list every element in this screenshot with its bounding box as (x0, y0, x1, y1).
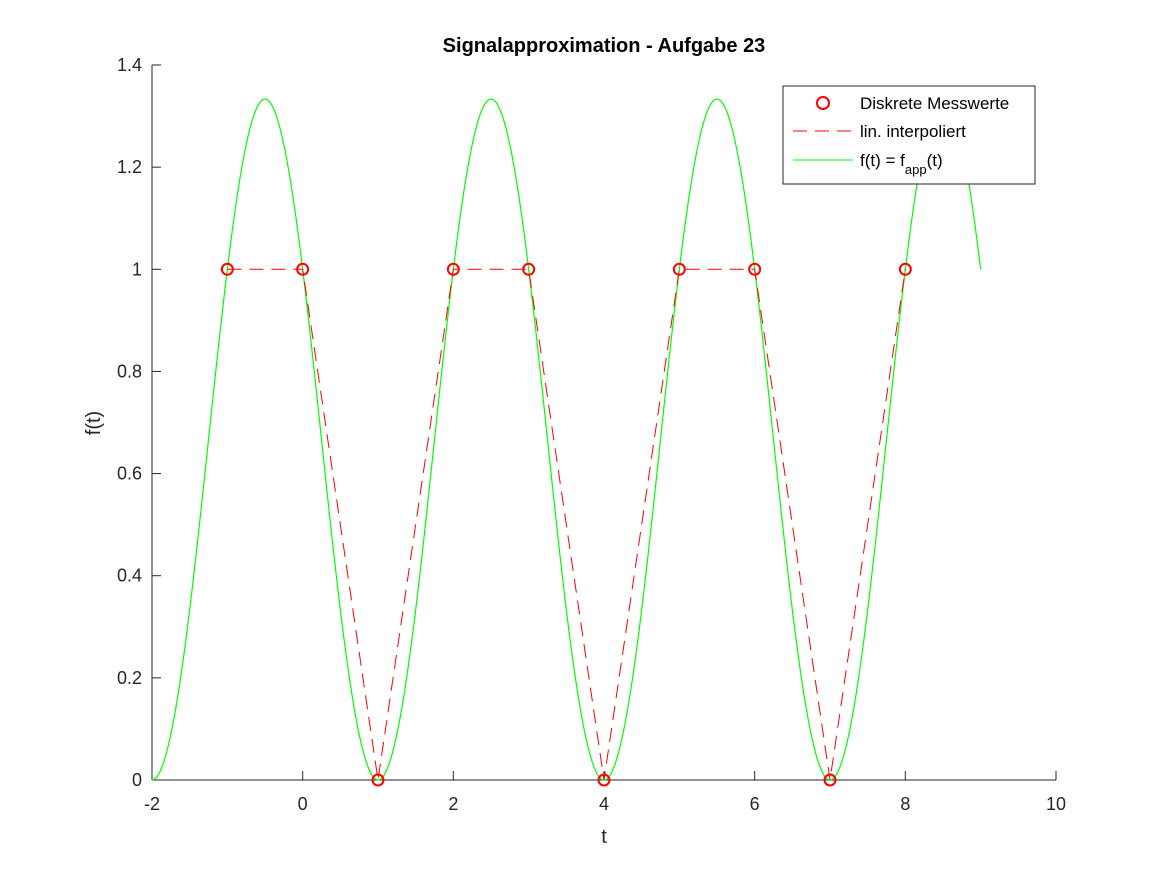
x-axis-label: t (601, 826, 607, 848)
x-tick-label: 8 (900, 794, 910, 814)
legend-label-fapp: f(t) = fapp(t) (860, 151, 943, 177)
legend: Diskrete Messwerte lin. interpoliert f(t… (782, 85, 1036, 185)
legend-label-diskrete-messwerte: Diskrete Messwerte (860, 94, 1009, 113)
messwert-point (220, 262, 234, 276)
y-tick-label: 0.2 (117, 668, 142, 688)
messwert-point (371, 773, 385, 787)
legend-label-fapp-sub: app (905, 162, 927, 177)
y-tick-label: 1.2 (117, 157, 142, 177)
legend-label-lin-interpoliert: lin. interpoliert (860, 122, 966, 141)
messwert-point (597, 773, 611, 787)
legend-box (782, 85, 1036, 185)
legend-label-fapp-end: (t) (927, 151, 943, 170)
x-tick-label: 2 (448, 794, 458, 814)
lin-interpoliert-line (227, 268, 906, 781)
y-ticks: 0 0.2 0.4 0.6 0.8 1 1.2 1.4 (117, 55, 161, 790)
messwert-point (296, 262, 310, 276)
x-tick-label: -2 (144, 794, 160, 814)
y-tick-label: 0.4 (117, 566, 142, 586)
y-tick-label: 0.8 (117, 361, 142, 381)
y-axis-label: f(t) (83, 411, 105, 435)
messwert-point (672, 262, 686, 276)
y-tick-label: 1.4 (117, 55, 142, 75)
messwert-point (823, 773, 837, 787)
x-tick-label: 10 (1046, 794, 1066, 814)
series-diskrete-messwerte (220, 262, 912, 787)
x-tick-label: 0 (298, 794, 308, 814)
x-tick-label: 6 (750, 794, 760, 814)
x-ticks: -2 0 2 4 6 8 10 (144, 771, 1066, 814)
fapp-curve (151, 98, 982, 781)
y-tick-label: 0 (132, 770, 142, 790)
messwert-point (522, 262, 536, 276)
messwert-point (446, 262, 460, 276)
series-fapp (151, 98, 982, 781)
x-tick-label: 4 (599, 794, 609, 814)
y-tick-label: 1 (132, 259, 142, 279)
y-tick-label: 0.6 (117, 464, 142, 484)
legend-marker-circle (816, 96, 830, 110)
legend-label-fapp-main: f(t) = f (860, 151, 905, 170)
series-lin-interpoliert (227, 268, 906, 781)
chart-title: Signalapproximation - Aufgabe 23 (443, 35, 766, 57)
messwert-point (748, 262, 762, 276)
messwert-point (898, 262, 912, 276)
